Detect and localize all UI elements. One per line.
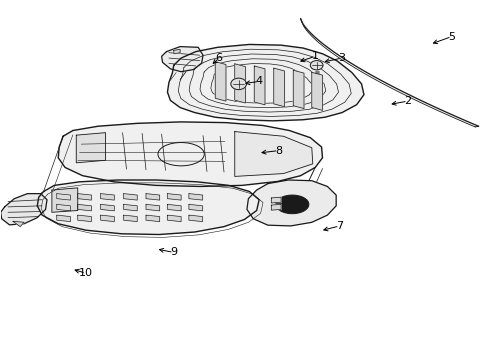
Polygon shape: [311, 72, 322, 110]
Polygon shape: [78, 204, 91, 211]
Polygon shape: [188, 194, 202, 200]
Polygon shape: [146, 194, 159, 200]
Ellipse shape: [275, 195, 308, 214]
Text: 1: 1: [311, 51, 318, 61]
Polygon shape: [13, 221, 24, 226]
Polygon shape: [167, 204, 181, 211]
Polygon shape: [123, 215, 137, 222]
Polygon shape: [271, 197, 281, 203]
Text: 6: 6: [215, 53, 222, 63]
Polygon shape: [188, 204, 202, 211]
Polygon shape: [188, 215, 202, 222]
Text: 8: 8: [275, 145, 282, 156]
Circle shape: [310, 60, 323, 70]
Polygon shape: [101, 204, 114, 211]
Polygon shape: [0, 194, 47, 225]
Polygon shape: [293, 70, 304, 109]
Polygon shape: [58, 122, 322, 186]
Polygon shape: [101, 215, 114, 222]
Text: 2: 2: [404, 96, 410, 106]
Polygon shape: [146, 215, 159, 222]
Polygon shape: [78, 215, 91, 222]
Text: 7: 7: [335, 221, 343, 231]
Polygon shape: [234, 64, 245, 103]
Circle shape: [230, 78, 246, 90]
Polygon shape: [273, 68, 284, 107]
Text: 10: 10: [79, 268, 93, 278]
Polygon shape: [52, 188, 78, 212]
Polygon shape: [76, 133, 105, 163]
Polygon shape: [123, 194, 137, 200]
Polygon shape: [161, 46, 203, 72]
Polygon shape: [167, 194, 181, 200]
Text: 5: 5: [447, 32, 454, 41]
Polygon shape: [101, 194, 114, 200]
Polygon shape: [271, 204, 281, 210]
Polygon shape: [173, 49, 180, 54]
Polygon shape: [78, 194, 91, 200]
Polygon shape: [234, 132, 312, 176]
Text: 9: 9: [170, 247, 177, 257]
Polygon shape: [215, 62, 225, 101]
Polygon shape: [57, 194, 70, 200]
Polygon shape: [167, 44, 363, 121]
Polygon shape: [37, 180, 259, 234]
Text: 3: 3: [338, 53, 345, 63]
Polygon shape: [146, 204, 159, 211]
Polygon shape: [246, 180, 335, 226]
Polygon shape: [57, 215, 70, 222]
Text: 4: 4: [255, 76, 262, 86]
Polygon shape: [254, 66, 264, 105]
Polygon shape: [123, 204, 137, 211]
Polygon shape: [167, 215, 181, 222]
Polygon shape: [57, 204, 70, 211]
